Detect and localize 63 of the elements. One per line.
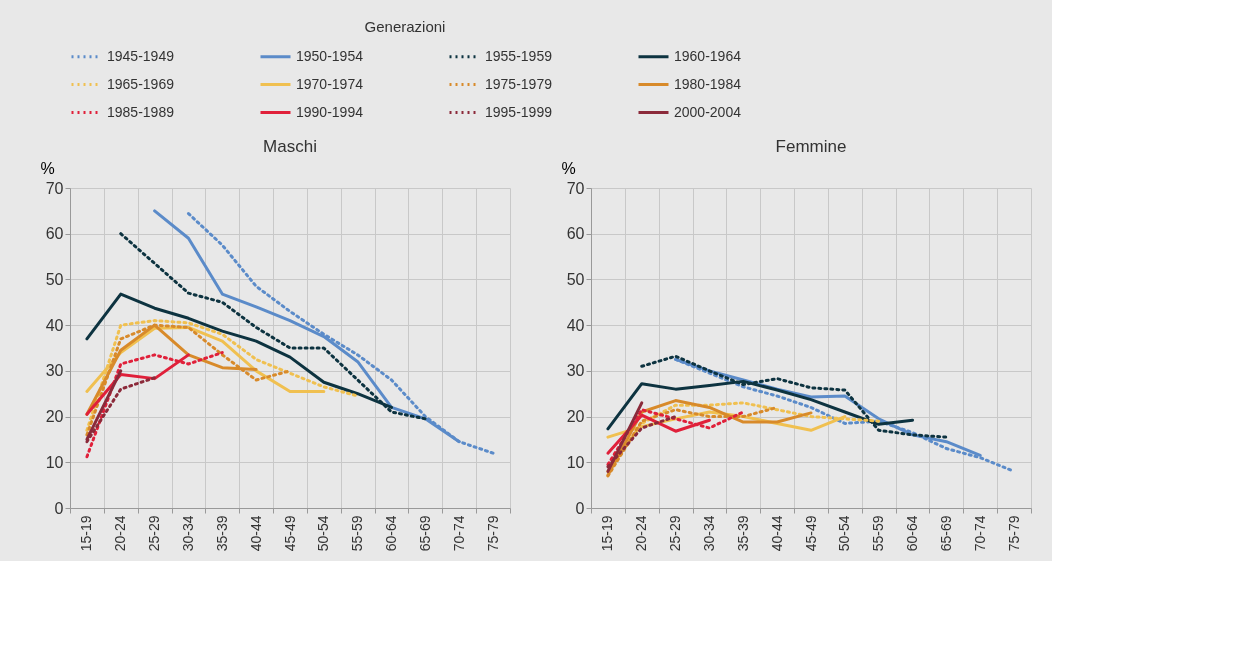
x-tick-label: 30-34 xyxy=(179,515,196,552)
x-tick-label: 65-69 xyxy=(937,515,954,552)
y-tick-label: 40 xyxy=(45,316,64,334)
y-tick-label: 10 xyxy=(566,453,585,471)
legend-label: 1965-1969 xyxy=(107,75,175,92)
y-tick-label: 0 xyxy=(575,499,585,517)
y-tick-label: 30 xyxy=(45,362,64,380)
line-series xyxy=(606,408,745,467)
x-tick-label: 25-29 xyxy=(146,515,163,552)
y-tick-label: 30 xyxy=(566,362,585,380)
legend-label: 1970-1974 xyxy=(296,75,364,92)
x-tick-label: 65-69 xyxy=(416,515,433,552)
chart-title: Femmine xyxy=(775,137,847,156)
legend-label: 1980-1984 xyxy=(674,75,742,92)
line-series xyxy=(85,351,224,459)
x-tick-label: 55-59 xyxy=(349,515,366,552)
x-tick-label: 35-39 xyxy=(734,515,751,552)
legend-label: 1960-1964 xyxy=(674,47,742,64)
legend-label: 2000-2004 xyxy=(674,103,742,120)
x-tick-label: 55-59 xyxy=(870,515,887,552)
y-axis-title: % xyxy=(561,159,576,177)
y-tick-label: 10 xyxy=(45,453,64,471)
y-tick-label: 60 xyxy=(45,225,64,243)
x-tick-label: 60-64 xyxy=(904,515,921,552)
x-tick-label: 35-39 xyxy=(213,515,230,552)
line-series xyxy=(85,323,292,437)
x-tick-label: 70-74 xyxy=(971,515,988,552)
y-tick-label: 40 xyxy=(566,316,585,334)
y-tick-label: 60 xyxy=(566,225,585,243)
x-tick-label: 40-44 xyxy=(247,515,264,552)
x-tick-label: 30-34 xyxy=(700,515,717,552)
x-tick-label: 45-49 xyxy=(281,515,298,552)
legend-label: 1975-1979 xyxy=(485,75,553,92)
x-tick-label: 15-19 xyxy=(78,515,95,552)
legend-label: 1990-1994 xyxy=(296,103,364,120)
x-tick-label: 20-24 xyxy=(112,515,129,552)
y-tick-label: 50 xyxy=(45,270,64,288)
x-tick-label: 60-64 xyxy=(383,515,400,552)
x-tick-label: 40-44 xyxy=(768,515,785,552)
legend-label: 1985-1989 xyxy=(107,103,175,120)
y-tick-label: 20 xyxy=(566,408,585,426)
line-series xyxy=(85,319,360,432)
x-tick-label: 50-54 xyxy=(315,515,332,552)
y-tick-label: 70 xyxy=(45,179,64,197)
y-axis-title: % xyxy=(40,159,55,177)
legend-label: 1950-1954 xyxy=(296,47,364,64)
legend-title: Generazioni xyxy=(364,18,446,35)
y-tick-label: 20 xyxy=(45,408,64,426)
y-tick-label: 50 xyxy=(566,270,585,288)
legend-label: 1955-1959 xyxy=(485,47,553,64)
x-tick-label: 75-79 xyxy=(484,515,501,552)
x-tick-label: 45-49 xyxy=(802,515,819,552)
x-tick-label: 50-54 xyxy=(836,515,853,552)
x-tick-label: 75-79 xyxy=(1005,515,1022,552)
legend-label: 1995-1999 xyxy=(485,103,553,120)
y-tick-label: 0 xyxy=(54,499,64,517)
x-tick-label: 70-74 xyxy=(450,515,467,552)
x-tick-label: 20-24 xyxy=(633,515,650,552)
legend-label: 1945-1949 xyxy=(107,47,175,64)
x-tick-label: 15-19 xyxy=(599,515,616,552)
x-tick-label: 25-29 xyxy=(667,515,684,552)
y-tick-label: 70 xyxy=(566,179,585,197)
chart-title: Maschi xyxy=(263,137,317,156)
